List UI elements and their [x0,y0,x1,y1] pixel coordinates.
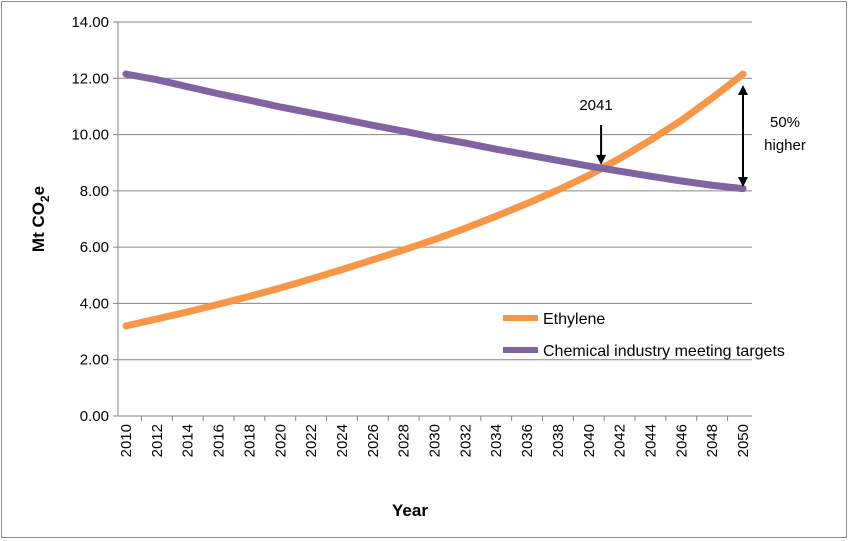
x-tick-label: 2034 [488,424,505,457]
legend-label-chemical-industry: Chemical industry meeting targets [543,343,785,360]
y-axis-title-main: Mt CO [29,202,48,252]
x-tick-label: 2022 [303,424,320,457]
y-tick-label: 14.00 [71,14,109,31]
x-tick-label: 2018 [241,424,258,457]
x-tick-label: 2028 [396,424,413,457]
x-tick-label: 2012 [149,424,166,457]
axes [117,22,752,417]
x-tick-labels: 2010 2012 2014 2016 2018 2020 2022 2024 2026 2028… [118,416,752,457]
x-tick-label: 2048 [704,424,721,457]
y-tick-label: 0.00 [80,408,109,425]
y-tick-label: 6.00 [80,239,109,256]
x-tick-label: 2010 [118,424,135,457]
gap-label-line1: 50% [770,114,800,131]
crossover-label: 2041 [579,97,612,114]
legend: Ethylene Chemical industry meeting targe… [503,311,785,360]
series-lines [122,70,747,330]
x-tick-label: 2016 [211,424,228,457]
y-tick-label: 2.00 [80,352,109,369]
y-tick-label: 12.00 [71,70,109,87]
y-tick-label: 10.00 [71,127,109,144]
x-tick-label: 2040 [581,424,598,457]
y-axis-title-suffix: e [29,186,48,195]
x-tick-label: 2032 [457,424,474,457]
gap-arrowhead-top [738,85,748,95]
x-tick-label: 2050 [735,424,752,457]
gap-arrowhead-bottom [738,177,748,187]
x-tick-label: 2020 [272,424,289,457]
x-axis-title: Year [392,501,428,520]
annotations: 2041 50% higher [579,85,806,187]
y-axis-title-subscript: 2 [38,195,52,202]
x-tick-label: 2038 [550,424,567,457]
x-tick-label: 2030 [427,424,444,457]
x-tick-label: 2044 [642,424,659,457]
series-line-chemical-industry [122,70,747,193]
x-tick-label: 2046 [673,424,690,457]
crossover-arrowhead [596,154,607,165]
y-tick-label: 4.00 [80,295,109,312]
series-line-ethylene [122,70,747,330]
y-tick-label: 8.00 [80,183,109,200]
x-tick-label: 2024 [334,424,351,457]
x-tick-label: 2026 [365,424,382,457]
legend-label-ethylene: Ethylene [543,311,605,328]
y-tick-labels: 0.00 2.00 4.00 6.00 8.00 10.00 12.00 14.00 [71,14,118,425]
gap-label-line2: higher [764,137,806,154]
x-tick-label: 2042 [612,424,629,457]
y-axis-title: Mt CO2e [29,186,52,252]
x-tick-label: 2036 [519,424,536,457]
x-tick-label: 2014 [180,424,197,457]
